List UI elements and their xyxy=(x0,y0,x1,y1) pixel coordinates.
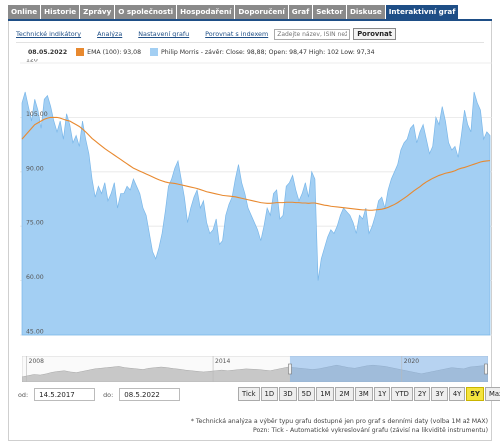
range-3d-button[interactable]: 3D xyxy=(279,387,297,401)
range-3m-button[interactable]: 3M xyxy=(354,387,373,401)
navigator-handle-left xyxy=(288,363,292,375)
tab-online[interactable]: Online xyxy=(8,5,41,19)
navigator-year-label: 2014 xyxy=(215,358,230,365)
range-buttons: Tick 1D 3D 5D 1M 2M 3M 1Y YTD 2Y 3Y 4Y 5… xyxy=(238,387,500,401)
legend-price-label: Philip Morris - závěr: Close: 98,88; Ope… xyxy=(161,48,375,56)
range-tick-button[interactable]: Tick xyxy=(238,387,260,401)
tab-graf[interactable]: Graf xyxy=(288,5,313,19)
price-chart[interactable]: 120 105.00 90.00 75.00 60.00 45.00 xyxy=(20,59,492,341)
tab-historie[interactable]: Historie xyxy=(41,5,80,19)
y-tick-label: 45.00 xyxy=(26,329,44,336)
tab-bar: Online Historie Zprávy O společnosti Hos… xyxy=(8,5,459,19)
tab-hospodareni[interactable]: Hospodaření xyxy=(177,5,235,19)
legend-date: 08.05.2022 xyxy=(28,48,68,56)
isin-search-input[interactable] xyxy=(274,28,351,40)
y-tick-label: 75.00 xyxy=(26,220,44,227)
toolbar-divider xyxy=(16,42,484,43)
range-3y-button[interactable]: 3Y xyxy=(431,387,448,401)
legend-price: Philip Morris - závěr: Close: 98,88; Ope… xyxy=(150,48,375,56)
tab-underline xyxy=(8,19,492,21)
ema-swatch xyxy=(76,48,85,56)
compare-index-link[interactable]: Porovnat s indexem xyxy=(205,30,269,38)
navigator-selection xyxy=(289,356,488,382)
range-1d-button[interactable]: 1D xyxy=(260,387,279,401)
range-5d-button[interactable]: 5D xyxy=(297,387,316,401)
range-2y-button[interactable]: 2Y xyxy=(413,387,431,401)
ema-series-line xyxy=(21,116,491,211)
range-1m-button[interactable]: 1M xyxy=(316,387,335,401)
tab-diskuse[interactable]: Diskuse xyxy=(346,5,385,19)
range-2m-button[interactable]: 2M xyxy=(335,387,354,401)
range-navigator[interactable]: 2008 2014 2020 xyxy=(22,356,488,382)
price-series-area xyxy=(21,91,491,336)
navigator-handle-right xyxy=(484,363,488,375)
tab-interaktivni-graf[interactable]: Interaktivní graf xyxy=(385,5,459,19)
tab-sektor[interactable]: Sektor xyxy=(313,5,346,19)
legend-ema: EMA (100): 93,08 xyxy=(76,48,141,56)
from-label: od: xyxy=(18,390,29,399)
technical-indicators-link[interactable]: Technické indikátory xyxy=(16,30,82,38)
navigator-year-label: 2020 xyxy=(404,358,419,365)
footnote-analysis: * Technická analýza a výběr typu grafu d… xyxy=(190,418,488,425)
range-ytd-button[interactable]: YTD xyxy=(391,387,413,401)
range-5y-button[interactable]: 5Y xyxy=(466,387,484,401)
chart-settings-link[interactable]: Nastavení grafu xyxy=(138,30,190,38)
from-date-input[interactable]: 14.5.2017 xyxy=(34,388,96,401)
analysis-link[interactable]: Analýza xyxy=(97,30,123,38)
range-1y-button[interactable]: 1Y xyxy=(373,387,391,401)
compare-button[interactable]: Porovnat xyxy=(353,28,396,40)
y-tick-label: 105.00 xyxy=(26,111,48,118)
chart-toolbar: Technické indikátory Analýza Nastavení g… xyxy=(16,28,396,40)
to-date-input[interactable]: 08.5.2022 xyxy=(119,388,181,401)
y-tick-label: 90.00 xyxy=(26,165,44,172)
navigator-year-label: 2008 xyxy=(29,358,44,365)
footnote-tick: Pozn: Tick - Automatické vykreslování gr… xyxy=(252,427,488,434)
y-tick-label: 60.00 xyxy=(26,274,44,281)
range-4y-button[interactable]: 4Y xyxy=(448,387,466,401)
range-max-button[interactable]: Max xyxy=(484,387,500,401)
date-range-row: od: 14.5.2017 do: 08.5.2022 xyxy=(18,388,188,401)
tab-doporuceni[interactable]: Doporučení xyxy=(235,5,288,19)
chart-legend: 08.05.2022 EMA (100): 93,08 Philip Morri… xyxy=(28,48,384,56)
price-swatch xyxy=(150,48,159,56)
to-label: do: xyxy=(103,390,114,399)
tab-zpravy[interactable]: Zprávy xyxy=(80,5,115,19)
tab-o-spolecnosti[interactable]: O společnosti xyxy=(115,5,177,19)
legend-ema-label: EMA (100): 93,08 xyxy=(87,48,142,56)
y-tick-label: 120 xyxy=(26,59,38,64)
chart-panel xyxy=(8,21,492,441)
